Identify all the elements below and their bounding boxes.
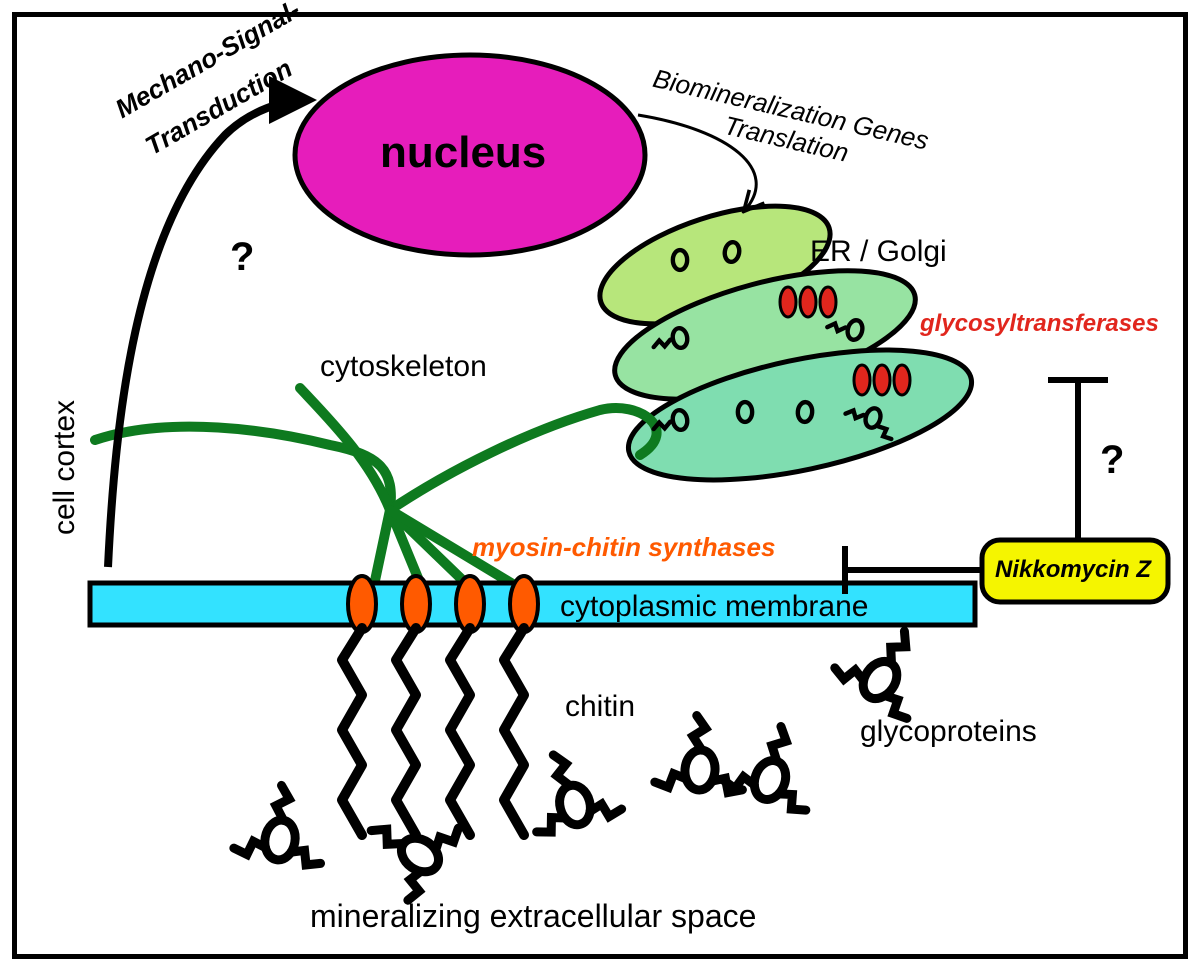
nikkomycin-qmark: ?: [1100, 438, 1124, 483]
bottom-label: mineralizing extracellular space: [310, 898, 756, 935]
mechano-qmark: ?: [230, 235, 254, 280]
cytoskeleton-label: cytoskeleton: [320, 350, 487, 384]
chitin-chains: [342, 628, 524, 835]
cell-cortex-label: cell cortex: [48, 400, 82, 535]
cytoskeleton-lines: [95, 388, 657, 595]
glycoproteins-label: glycoproteins: [860, 715, 1037, 749]
er-golgi-label: ER / Golgi: [810, 235, 947, 269]
synthases-label: myosin-chitin synthases: [472, 532, 775, 563]
nucleus-label: nucleus: [380, 128, 546, 178]
membrane-label: cytoplasmic membrane: [560, 590, 868, 624]
chitin-label: chitin: [565, 690, 635, 724]
nikkomycin-label: Nikkomycin Z: [995, 556, 1151, 584]
mechano-arrow: [108, 100, 305, 567]
glycosyltransferases-label: glycosyltransferases: [920, 310, 1159, 338]
